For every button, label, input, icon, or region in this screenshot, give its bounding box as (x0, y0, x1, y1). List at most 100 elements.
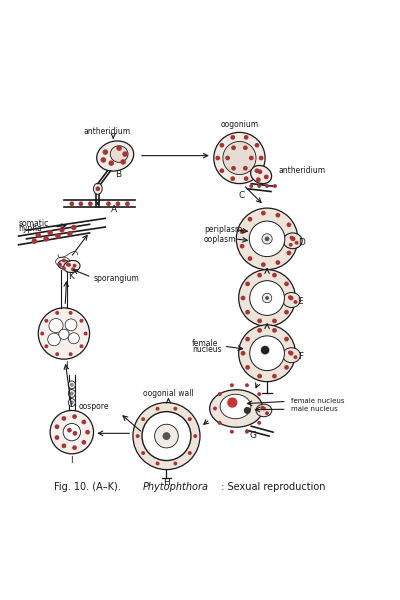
Text: A: A (111, 205, 117, 214)
Circle shape (63, 424, 80, 441)
Circle shape (72, 264, 76, 268)
Circle shape (265, 411, 269, 415)
Circle shape (257, 184, 261, 188)
Circle shape (264, 175, 269, 179)
Text: antheridium: antheridium (279, 166, 326, 175)
Circle shape (58, 263, 62, 266)
Circle shape (67, 428, 72, 433)
Circle shape (142, 412, 191, 461)
Circle shape (102, 149, 108, 155)
Circle shape (276, 213, 280, 218)
Circle shape (286, 251, 291, 256)
Ellipse shape (110, 146, 128, 163)
Circle shape (249, 221, 285, 257)
Circle shape (96, 187, 100, 191)
Circle shape (249, 155, 254, 160)
Circle shape (245, 365, 250, 370)
Circle shape (84, 332, 88, 335)
Circle shape (67, 263, 71, 267)
Circle shape (265, 184, 269, 188)
Circle shape (243, 166, 248, 170)
Circle shape (80, 319, 84, 323)
Circle shape (55, 233, 61, 239)
Circle shape (72, 445, 77, 450)
Text: female nucleus: female nucleus (291, 398, 344, 404)
Circle shape (230, 383, 234, 387)
Circle shape (55, 424, 59, 429)
Circle shape (85, 430, 90, 434)
Circle shape (55, 435, 59, 440)
Circle shape (162, 432, 170, 440)
Circle shape (72, 431, 77, 436)
Circle shape (265, 296, 269, 300)
Circle shape (55, 311, 59, 315)
Circle shape (239, 269, 296, 326)
Circle shape (272, 273, 277, 278)
Circle shape (245, 383, 249, 387)
Circle shape (261, 262, 266, 267)
Circle shape (188, 451, 192, 455)
Circle shape (173, 407, 177, 410)
Circle shape (49, 319, 63, 333)
Text: female: female (192, 339, 218, 348)
Circle shape (255, 169, 259, 173)
Circle shape (68, 333, 79, 344)
Circle shape (214, 133, 265, 184)
Circle shape (65, 319, 77, 331)
Circle shape (32, 238, 37, 244)
Circle shape (231, 166, 236, 170)
Circle shape (188, 417, 192, 421)
Circle shape (294, 300, 298, 304)
Circle shape (240, 229, 244, 234)
Circle shape (286, 223, 291, 227)
Circle shape (80, 344, 84, 348)
Circle shape (218, 392, 222, 396)
Circle shape (67, 231, 72, 236)
Circle shape (101, 157, 106, 163)
Circle shape (239, 325, 296, 382)
Text: male nucleus: male nucleus (291, 406, 338, 412)
Circle shape (120, 159, 126, 165)
Circle shape (70, 401, 74, 404)
Ellipse shape (210, 390, 263, 427)
Circle shape (257, 319, 262, 323)
Ellipse shape (94, 183, 102, 194)
Circle shape (257, 273, 262, 278)
Text: J: J (66, 361, 68, 370)
Circle shape (71, 267, 75, 271)
Circle shape (230, 135, 235, 140)
Circle shape (244, 176, 248, 181)
Circle shape (284, 337, 289, 341)
Circle shape (220, 143, 224, 148)
Circle shape (288, 295, 292, 299)
Circle shape (272, 328, 277, 333)
Circle shape (44, 344, 48, 348)
Text: B: B (115, 170, 122, 179)
Text: F: F (298, 352, 303, 361)
Text: sporangium: sporangium (94, 274, 139, 283)
Ellipse shape (251, 166, 272, 184)
Ellipse shape (283, 233, 302, 249)
Text: hypha: hypha (18, 224, 42, 233)
Ellipse shape (97, 141, 134, 171)
Circle shape (62, 259, 66, 263)
Circle shape (70, 392, 74, 395)
Circle shape (156, 461, 160, 466)
Circle shape (245, 281, 250, 286)
Circle shape (241, 351, 245, 356)
Circle shape (261, 346, 270, 355)
Text: oospore: oospore (79, 402, 109, 411)
Circle shape (255, 143, 259, 148)
Circle shape (260, 406, 264, 410)
Circle shape (133, 403, 200, 470)
Circle shape (273, 184, 277, 188)
Text: H: H (163, 478, 170, 487)
Circle shape (284, 281, 289, 286)
Text: Fig. 10. (A–K).: Fig. 10. (A–K). (54, 482, 124, 492)
Circle shape (272, 374, 277, 379)
Circle shape (257, 328, 262, 333)
Text: G: G (250, 431, 257, 440)
Text: Phytophthora: Phytophthora (143, 482, 209, 492)
Circle shape (240, 244, 244, 248)
Circle shape (272, 319, 277, 323)
